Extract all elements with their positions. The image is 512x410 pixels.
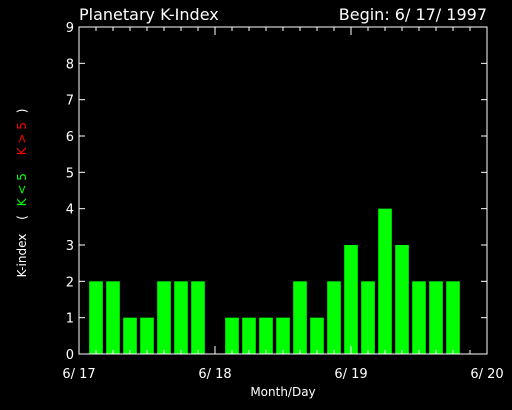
chart-title: Planetary K-Index xyxy=(79,5,219,24)
bar-0-2 xyxy=(123,317,137,354)
y-tick-label-6: 6 xyxy=(66,130,74,145)
bar-0-18 xyxy=(395,245,409,354)
bar-0-1 xyxy=(106,281,120,354)
bar-0-13 xyxy=(310,317,324,354)
y-axis-label: K-index ( K < 5 K > 5 ) xyxy=(15,109,29,278)
x-tick-label-1: 6/ 18 xyxy=(198,367,231,382)
bar-0-20 xyxy=(429,281,443,354)
bar-0-10 xyxy=(259,317,273,354)
bar-0-5 xyxy=(174,281,188,354)
y-tick-label-9: 9 xyxy=(66,21,74,36)
bar-0-11 xyxy=(276,317,290,354)
bar-0-6 xyxy=(191,281,205,354)
x-axis-label: Month/Day xyxy=(250,385,315,399)
y-tick-label-3: 3 xyxy=(66,239,74,254)
y-axis-label-close: ) xyxy=(15,109,29,114)
bar-0-17 xyxy=(378,208,392,354)
axes-layer: 0 1 2 3 4 5 6 7 8 9 6/ 17 6/ 18 6/ 19 6/ 20 xyxy=(62,21,503,382)
y-tick-label-8: 8 xyxy=(66,57,74,72)
bar-0-9 xyxy=(242,317,256,354)
bar-0-16 xyxy=(361,281,375,354)
begin-date-label: Begin: 6/ 17/ 1997 xyxy=(339,5,487,24)
bar-0-4 xyxy=(157,281,171,354)
y-tick-label-7: 7 xyxy=(66,94,74,109)
bar-0-8 xyxy=(225,317,239,354)
bar-0-3 xyxy=(140,317,154,354)
y-axis-label-prefix: K-index xyxy=(15,234,29,278)
svg-text:K-index ( K <: K-index ( K < 5 K > 5 ) xyxy=(15,109,29,278)
y-tick-label-2: 2 xyxy=(66,275,74,290)
y-axis-label-red: K > 5 xyxy=(15,122,29,155)
bar-0-14 xyxy=(327,281,341,354)
y-axis-label-green: K < 5 xyxy=(15,173,29,206)
bar-0-0 xyxy=(89,281,103,354)
bar-0-19 xyxy=(412,281,426,354)
bar-0-12 xyxy=(293,281,307,354)
y-axis-label-open: ( xyxy=(15,215,29,220)
x-tick-label-2: 6/ 19 xyxy=(334,367,367,382)
bars-layer xyxy=(89,208,460,354)
y-tick-label-5: 5 xyxy=(66,166,74,181)
bar-0-21 xyxy=(446,281,460,354)
y-tick-label-0: 0 xyxy=(66,348,74,363)
y-tick-label-1: 1 xyxy=(66,312,74,327)
bar-0-15 xyxy=(344,245,358,354)
y-tick-label-4: 4 xyxy=(66,203,74,218)
x-tick-label-3: 6/ 20 xyxy=(470,367,503,382)
x-tick-label-0: 6/ 17 xyxy=(62,367,95,382)
